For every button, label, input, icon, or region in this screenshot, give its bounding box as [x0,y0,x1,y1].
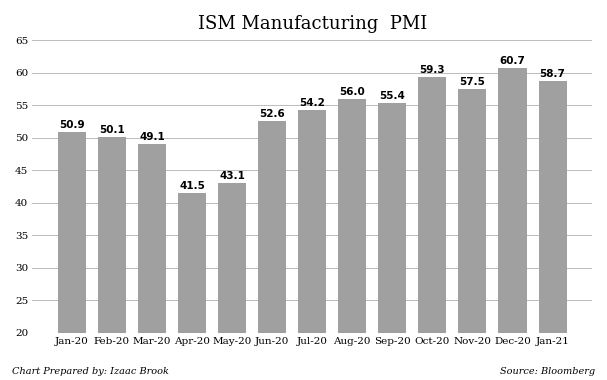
Text: 56.0: 56.0 [339,87,365,97]
Bar [58,132,86,333]
Bar [98,137,126,333]
Bar [458,89,486,333]
Bar [218,182,246,333]
Text: 59.3: 59.3 [419,65,445,75]
Text: 58.7: 58.7 [540,69,566,79]
Bar [418,77,446,333]
Bar [178,193,206,333]
Text: 50.1: 50.1 [99,125,125,135]
Bar [538,81,566,333]
Text: 43.1: 43.1 [219,171,245,180]
Bar [258,121,286,333]
Title: ISM Manufacturing  PMI: ISM Manufacturing PMI [198,15,427,33]
Text: 52.6: 52.6 [259,109,285,119]
Text: 54.2: 54.2 [299,98,325,108]
Bar [498,68,526,333]
Bar [138,144,166,333]
Text: 49.1: 49.1 [139,131,165,142]
Text: 55.4: 55.4 [379,90,405,101]
Text: 57.5: 57.5 [459,77,486,87]
Bar [378,103,406,333]
Bar [338,99,366,333]
Text: 60.7: 60.7 [500,56,526,66]
Text: Chart Prepared by: Izaac Brook: Chart Prepared by: Izaac Brook [12,367,169,376]
Bar [298,110,326,333]
Text: 41.5: 41.5 [179,181,205,191]
Text: 50.9: 50.9 [59,120,85,130]
Text: Source: Bloomberg: Source: Bloomberg [500,367,595,376]
